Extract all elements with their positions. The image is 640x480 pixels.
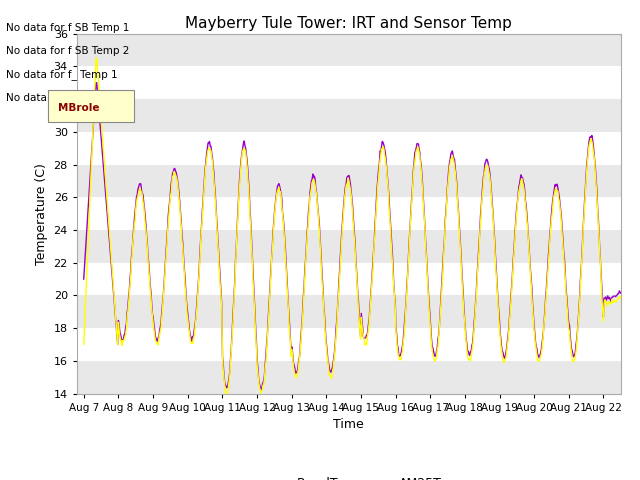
Y-axis label: Temperature (C): Temperature (C) — [35, 163, 48, 264]
Bar — [77, 263, 621, 295]
Bar — [77, 197, 621, 230]
Text: No data for f_ Temp 1: No data for f_ Temp 1 — [6, 69, 118, 80]
PanelT — [222, 391, 230, 396]
AM25T — [297, 338, 305, 344]
AM25T — [276, 183, 284, 189]
AM25T — [451, 157, 458, 163]
AM25T — [80, 276, 88, 282]
Text: No data for f SB Temp 2: No data for f SB Temp 2 — [6, 46, 130, 56]
Line: PanelT: PanelT — [84, 58, 638, 394]
PanelT — [146, 276, 154, 281]
Bar — [77, 66, 621, 99]
PanelT — [297, 344, 305, 349]
Line: AM25T: AM25T — [84, 83, 638, 390]
Bar — [77, 34, 621, 66]
AM25T — [258, 387, 266, 393]
Legend: PanelT, AM25T: PanelT, AM25T — [251, 472, 447, 480]
Bar — [77, 361, 621, 394]
Bar — [77, 99, 621, 132]
Title: Mayberry Tule Tower: IRT and Sensor Temp: Mayberry Tule Tower: IRT and Sensor Temp — [186, 16, 512, 31]
AM25T — [634, 293, 640, 299]
PanelT — [420, 203, 428, 209]
PanelT — [276, 189, 284, 195]
Bar — [77, 230, 621, 263]
Bar — [77, 165, 621, 197]
Bar — [77, 132, 621, 165]
Text: No data for f_ MBrole: No data for f_ MBrole — [6, 92, 116, 103]
Bar — [77, 295, 621, 328]
PanelT — [451, 165, 458, 170]
AM25T — [420, 197, 428, 203]
AM25T — [248, 234, 255, 240]
PanelT — [634, 300, 640, 305]
Text: No data for f SB Temp 1: No data for f SB Temp 1 — [6, 23, 130, 33]
PanelT — [248, 254, 256, 260]
PanelT — [92, 55, 100, 61]
X-axis label: Time: Time — [333, 418, 364, 431]
AM25T — [92, 80, 100, 85]
Text: MBrole: MBrole — [58, 103, 99, 113]
PanelT — [80, 342, 88, 348]
AM25T — [146, 272, 154, 277]
Bar — [77, 328, 621, 361]
